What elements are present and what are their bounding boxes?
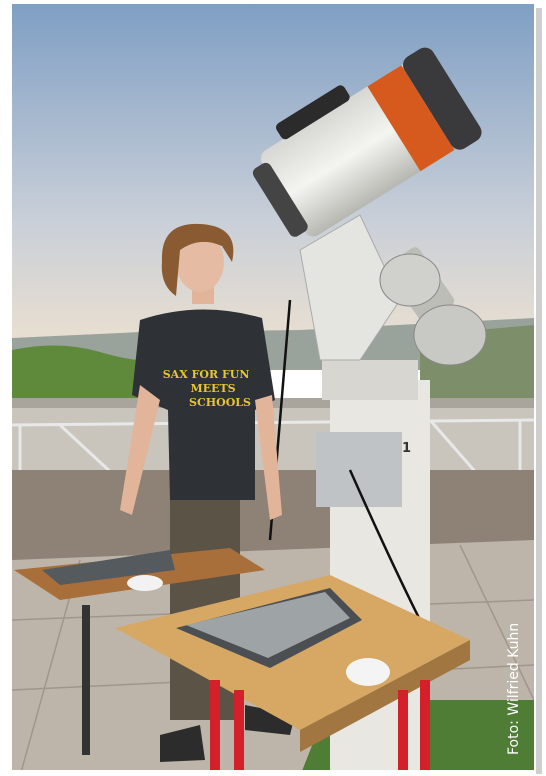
arms xyxy=(120,385,282,520)
laptop-left xyxy=(42,550,175,585)
frame-shadow xyxy=(536,8,542,774)
t-shirt xyxy=(132,309,275,500)
pier-head xyxy=(322,360,418,400)
mouse-front xyxy=(346,658,390,686)
tube-cap xyxy=(403,47,482,150)
finder-scope xyxy=(276,85,350,140)
table-leg xyxy=(82,605,90,755)
tube-back xyxy=(252,162,308,237)
shirt-line: SCHOOLS xyxy=(189,396,251,409)
tube-band xyxy=(367,65,455,172)
photo: 1 SAX FOR FUN MEETS SCHOOLS xyxy=(12,4,534,770)
mount xyxy=(299,214,401,361)
face xyxy=(176,232,224,292)
power-box xyxy=(316,432,402,507)
pier-number: 1 xyxy=(402,441,411,456)
shoes xyxy=(160,705,295,762)
counterweight xyxy=(413,304,487,366)
laptop-lid xyxy=(186,592,350,658)
shirt-line: MEETS xyxy=(191,382,236,395)
parapet-top xyxy=(12,398,534,408)
mouse xyxy=(127,575,163,591)
hair xyxy=(161,223,234,296)
shirt-line: SAX FOR FUN xyxy=(163,368,250,381)
table-edge xyxy=(300,640,470,752)
shirt-text: SAX FOR FUN MEETS SCHOOLS xyxy=(163,368,254,409)
axis-housing xyxy=(379,253,441,307)
photo-credit: Foto: Wilfried Kuhn xyxy=(506,623,522,755)
telescope xyxy=(252,47,482,237)
table-legs xyxy=(210,680,430,770)
